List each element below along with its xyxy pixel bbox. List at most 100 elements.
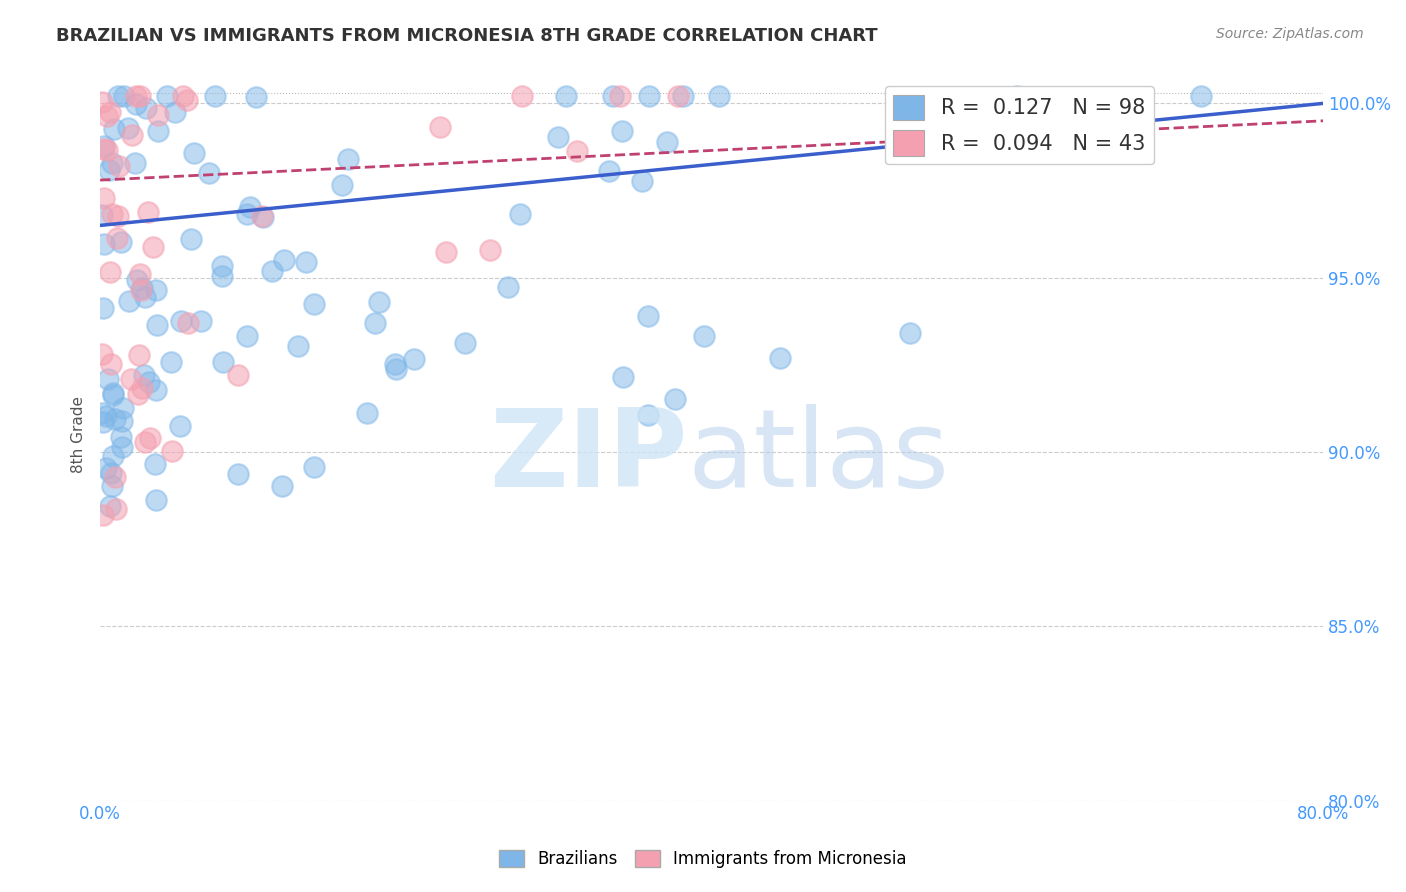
Point — [103, 449, 125, 463]
Point — [236, 329, 259, 343]
Point — [96, 109, 118, 123]
Point — [110, 429, 132, 443]
Point — [612, 124, 634, 138]
Point — [509, 207, 531, 221]
Point — [91, 301, 114, 315]
Point — [142, 239, 165, 253]
Point — [672, 89, 695, 103]
Point — [129, 267, 152, 281]
Point — [510, 89, 533, 103]
Point — [226, 368, 249, 382]
Point — [90, 406, 112, 420]
Point — [637, 408, 659, 422]
Point — [124, 97, 146, 112]
Point — [162, 443, 184, 458]
Point — [127, 387, 149, 401]
Point — [104, 470, 127, 484]
Point — [273, 253, 295, 268]
Point — [134, 434, 156, 449]
Point — [769, 351, 792, 366]
Text: atlas: atlas — [688, 403, 949, 509]
Point — [107, 89, 129, 103]
Point — [107, 209, 129, 223]
Text: Source: ZipAtlas.com: Source: ZipAtlas.com — [1216, 27, 1364, 41]
Point — [117, 120, 139, 135]
Point — [93, 236, 115, 251]
Point — [145, 283, 167, 297]
Point — [169, 418, 191, 433]
Point — [91, 415, 114, 429]
Point — [93, 508, 115, 522]
Point — [271, 478, 294, 492]
Point — [100, 499, 122, 513]
Point — [236, 207, 259, 221]
Point — [245, 90, 267, 104]
Point — [100, 156, 122, 170]
Text: BRAZILIAN VS IMMIGRANTS FROM MICRONESIA 8TH GRADE CORRELATION CHART: BRAZILIAN VS IMMIGRANTS FROM MICRONESIA … — [56, 27, 877, 45]
Point — [693, 328, 716, 343]
Point — [176, 316, 198, 330]
Point — [226, 467, 249, 482]
Point — [609, 89, 631, 103]
Point — [90, 95, 112, 109]
Point — [93, 139, 115, 153]
Point — [135, 101, 157, 115]
Point — [101, 388, 124, 402]
Point — [1007, 89, 1029, 103]
Point — [128, 348, 150, 362]
Point — [598, 164, 620, 178]
Point — [134, 368, 156, 383]
Point — [98, 105, 121, 120]
Point — [637, 89, 659, 103]
Point — [212, 355, 235, 369]
Legend: Brazilians, Immigrants from Micronesia: Brazilians, Immigrants from Micronesia — [492, 843, 914, 875]
Point — [637, 310, 659, 324]
Point — [100, 466, 122, 480]
Legend: R =  0.127   N = 98, R =  0.094   N = 43: R = 0.127 N = 98, R = 0.094 N = 43 — [884, 87, 1154, 164]
Point — [110, 235, 132, 249]
Point — [211, 259, 233, 273]
Point — [96, 461, 118, 475]
Point — [666, 89, 689, 103]
Point — [612, 370, 634, 384]
Point — [138, 431, 160, 445]
Point — [129, 283, 152, 297]
Point — [367, 295, 389, 310]
Point — [169, 314, 191, 328]
Point — [304, 297, 326, 311]
Point — [101, 479, 124, 493]
Point — [302, 459, 325, 474]
Point — [96, 143, 118, 157]
Point — [239, 200, 262, 214]
Point — [252, 209, 274, 223]
Point — [404, 351, 426, 366]
Point — [707, 89, 730, 103]
Point — [655, 135, 678, 149]
Point — [131, 381, 153, 395]
Point — [134, 290, 156, 304]
Point — [131, 281, 153, 295]
Point — [125, 89, 148, 103]
Point — [146, 124, 169, 138]
Point — [120, 372, 142, 386]
Point — [111, 441, 134, 455]
Point — [127, 273, 149, 287]
Point — [143, 457, 166, 471]
Point — [260, 264, 283, 278]
Point — [295, 254, 318, 268]
Point — [93, 143, 115, 157]
Point — [429, 120, 451, 135]
Point — [356, 406, 378, 420]
Point — [252, 210, 274, 224]
Point — [498, 280, 520, 294]
Point — [565, 144, 588, 158]
Point — [101, 207, 124, 221]
Point — [146, 318, 169, 333]
Point — [180, 232, 202, 246]
Point — [118, 294, 141, 309]
Point — [898, 326, 921, 341]
Point — [112, 89, 135, 103]
Point — [105, 231, 128, 245]
Point — [555, 89, 578, 103]
Point — [145, 493, 167, 508]
